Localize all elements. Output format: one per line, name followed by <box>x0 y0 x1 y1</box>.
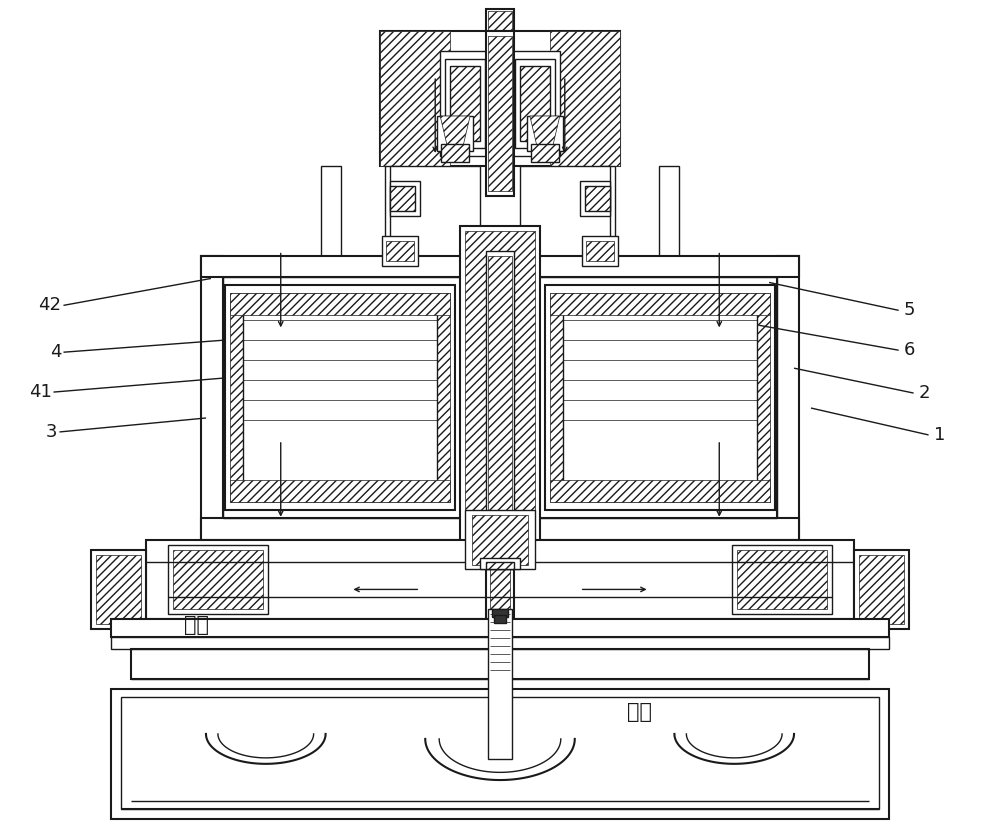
Bar <box>173 550 263 610</box>
Bar <box>520 66 550 141</box>
Text: 4: 4 <box>50 344 61 361</box>
Bar <box>732 545 832 615</box>
Bar <box>96 555 141 625</box>
Bar <box>201 255 223 540</box>
Bar <box>586 240 614 260</box>
Bar <box>91 550 146 630</box>
Text: 2: 2 <box>919 384 930 402</box>
Bar <box>659 166 679 255</box>
Bar <box>382 236 418 265</box>
Polygon shape <box>530 116 560 146</box>
Bar <box>488 36 512 191</box>
Bar <box>600 166 615 255</box>
Bar <box>488 255 512 540</box>
Bar <box>563 305 757 490</box>
Bar <box>460 226 540 570</box>
Bar <box>321 166 341 255</box>
Bar <box>168 545 268 615</box>
Bar <box>390 181 420 216</box>
Bar <box>492 610 508 617</box>
Polygon shape <box>440 116 470 146</box>
Bar <box>527 116 563 151</box>
Text: 41: 41 <box>29 383 51 401</box>
Bar <box>488 12 512 54</box>
Bar <box>445 59 485 148</box>
Bar <box>550 294 770 315</box>
Text: 冷风: 冷风 <box>627 702 652 722</box>
Bar <box>480 51 520 63</box>
Bar <box>230 480 450 502</box>
Bar <box>859 555 904 625</box>
Bar <box>111 620 889 637</box>
Bar <box>531 144 559 162</box>
Text: 3: 3 <box>46 423 57 441</box>
Bar <box>854 550 909 630</box>
Bar <box>486 540 514 620</box>
Bar <box>441 144 469 162</box>
Bar <box>201 255 799 278</box>
Bar <box>437 116 473 151</box>
Text: 5: 5 <box>904 301 915 319</box>
Bar <box>243 305 437 490</box>
Bar <box>390 166 480 255</box>
Bar <box>230 294 450 315</box>
Bar <box>490 545 510 615</box>
Bar <box>465 510 535 570</box>
Bar <box>777 255 799 540</box>
Bar <box>550 480 770 502</box>
Bar <box>585 186 610 211</box>
Bar <box>480 558 520 570</box>
Bar <box>472 515 528 565</box>
Text: 1: 1 <box>934 426 945 444</box>
Text: 6: 6 <box>904 341 915 359</box>
Bar <box>488 610 512 759</box>
Bar <box>386 240 414 260</box>
Bar <box>121 697 879 809</box>
Polygon shape <box>380 32 450 166</box>
Bar <box>201 518 799 540</box>
Bar <box>515 59 555 148</box>
Bar <box>465 231 535 565</box>
Bar <box>486 561 514 570</box>
Bar <box>494 615 506 623</box>
Bar <box>486 32 514 196</box>
Bar <box>580 181 610 216</box>
Bar <box>486 9 514 56</box>
Bar <box>225 285 455 510</box>
Bar <box>146 540 854 620</box>
Bar <box>111 689 889 819</box>
Bar <box>390 186 415 211</box>
Bar <box>737 550 827 610</box>
Bar <box>510 51 560 156</box>
Bar <box>545 285 775 510</box>
Bar <box>582 236 618 265</box>
Polygon shape <box>550 32 620 166</box>
Bar <box>230 294 450 502</box>
Bar <box>550 294 770 502</box>
Bar <box>385 166 400 255</box>
Bar <box>131 649 869 679</box>
Bar <box>486 250 514 545</box>
Bar <box>111 637 889 649</box>
Text: 42: 42 <box>38 296 61 314</box>
Bar <box>450 66 480 141</box>
Bar <box>520 166 610 255</box>
Bar <box>380 32 620 166</box>
Text: 热风: 热风 <box>184 615 209 635</box>
Bar <box>440 51 490 156</box>
